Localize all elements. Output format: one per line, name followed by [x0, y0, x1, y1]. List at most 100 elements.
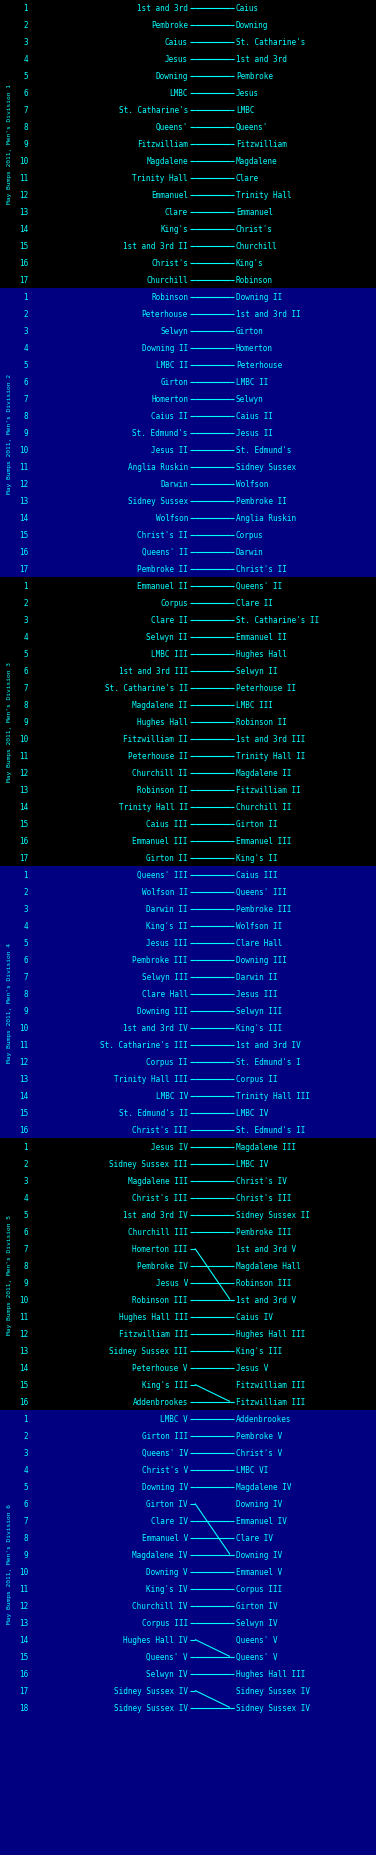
Text: 1: 1 [23, 870, 28, 879]
Text: 15: 15 [19, 241, 28, 250]
Text: 10: 10 [19, 1295, 28, 1304]
Text: 6: 6 [23, 1228, 28, 1235]
Text: 4: 4 [23, 343, 28, 352]
Text: Jesus IV: Jesus IV [151, 1143, 188, 1152]
Text: Downing IV: Downing IV [236, 1551, 282, 1560]
Text: 16: 16 [19, 837, 28, 846]
Text: Girton IV: Girton IV [236, 1601, 277, 1610]
Bar [0, 1716, 376, 1855]
Text: Corpus: Corpus [160, 599, 188, 608]
Text: 7: 7 [23, 1245, 28, 1254]
Text: Downing: Downing [236, 20, 268, 30]
Text: 14: 14 [19, 803, 28, 811]
Text: LMBC IV: LMBC IV [156, 1091, 188, 1100]
Text: 1: 1 [23, 1143, 28, 1152]
Text: King's II: King's II [146, 922, 188, 931]
Text: Sidney Sussex: Sidney Sussex [236, 462, 296, 471]
Text: Emmanuel: Emmanuel [236, 208, 273, 217]
Text: 3: 3 [23, 1176, 28, 1185]
Text: 3: 3 [23, 326, 28, 336]
Text: Caius II: Caius II [151, 412, 188, 421]
Text: Pembroke II: Pembroke II [137, 564, 188, 573]
Text: Selwyn: Selwyn [160, 326, 188, 336]
Text: Queens': Queens' [236, 122, 268, 132]
Text: Caius: Caius [236, 4, 259, 13]
Text: Magdalene IV: Magdalene IV [236, 1482, 291, 1491]
Text: 7: 7 [23, 395, 28, 404]
Text: Emmanuel III: Emmanuel III [132, 837, 188, 846]
Text: Girton II: Girton II [146, 853, 188, 863]
Text: Wolfson II: Wolfson II [236, 922, 282, 931]
Text: 12: 12 [19, 1057, 28, 1067]
Text: 1st and 3rd: 1st and 3rd [137, 4, 188, 13]
Text: Darwin: Darwin [236, 547, 264, 556]
Text: 14: 14 [19, 1363, 28, 1373]
Text: 3: 3 [23, 616, 28, 625]
Text: Christ's V: Christ's V [236, 1449, 282, 1458]
Text: May Bumps 2011, Men's Division 1: May Bumps 2011, Men's Division 1 [8, 85, 12, 204]
Text: Hughes Hall III: Hughes Hall III [236, 1670, 305, 1679]
Text: Queens' V: Queens' V [146, 1653, 188, 1660]
Text: 10: 10 [19, 445, 28, 454]
Text: 12: 12 [19, 1330, 28, 1337]
Bar [0, 0, 376, 289]
Text: Churchill III: Churchill III [128, 1228, 188, 1235]
Text: 11: 11 [19, 1311, 28, 1321]
Text: Downing III: Downing III [137, 1007, 188, 1015]
Text: Anglia Ruskin: Anglia Ruskin [236, 514, 296, 523]
Text: 7: 7 [23, 684, 28, 692]
Text: Selwyn: Selwyn [236, 395, 264, 404]
Text: Downing IV: Downing IV [236, 1499, 282, 1508]
Text: 4: 4 [23, 922, 28, 931]
Text: 17: 17 [19, 564, 28, 573]
Text: 2: 2 [23, 1159, 28, 1169]
Text: 6: 6 [23, 1499, 28, 1508]
Text: Fitzwilliam: Fitzwilliam [137, 139, 188, 148]
Text: Magdalene IV: Magdalene IV [132, 1551, 188, 1560]
Text: Magdalene Hall: Magdalene Hall [236, 1261, 301, 1271]
Text: 2: 2 [23, 310, 28, 319]
Text: Emmanuel V: Emmanuel V [236, 1567, 282, 1577]
Text: 9: 9 [23, 1551, 28, 1560]
Text: Jesus III: Jesus III [146, 939, 188, 948]
Text: 17: 17 [19, 1686, 28, 1695]
Text: Christ's III: Christ's III [132, 1193, 188, 1202]
Text: Wolfson II: Wolfson II [142, 887, 188, 896]
Text: 16: 16 [19, 1397, 28, 1406]
Text: Jesus V: Jesus V [156, 1278, 188, 1287]
Text: LMBC IV: LMBC IV [236, 1159, 268, 1169]
Text: 11: 11 [19, 751, 28, 761]
Text: Girton: Girton [160, 378, 188, 388]
Text: 17: 17 [19, 276, 28, 286]
Text: Homerton III: Homerton III [132, 1245, 188, 1254]
Text: Sidney Sussex III: Sidney Sussex III [109, 1347, 188, 1356]
Text: 8: 8 [23, 1261, 28, 1271]
Text: Sidney Sussex II: Sidney Sussex II [236, 1209, 310, 1219]
Text: Downing V: Downing V [146, 1567, 188, 1577]
Text: Trinity Hall III: Trinity Hall III [236, 1091, 310, 1100]
Text: 10: 10 [19, 158, 28, 165]
Text: LMBC III: LMBC III [151, 649, 188, 659]
Text: Sidney Sussex IV: Sidney Sussex IV [114, 1703, 188, 1712]
Text: 13: 13 [19, 1618, 28, 1627]
Text: 1st and 3rd IV: 1st and 3rd IV [123, 1209, 188, 1219]
Text: LMBC II: LMBC II [156, 362, 188, 369]
Text: Homerton: Homerton [236, 343, 273, 352]
Text: Caius IV: Caius IV [236, 1311, 273, 1321]
Text: Peterhouse II: Peterhouse II [236, 684, 296, 692]
Text: Sidney Sussex IV: Sidney Sussex IV [236, 1703, 310, 1712]
Text: 6: 6 [23, 955, 28, 965]
Text: Christ's III: Christ's III [236, 1193, 291, 1202]
Text: LMBC IV: LMBC IV [236, 1109, 268, 1117]
Text: Emmanuel III: Emmanuel III [236, 837, 291, 846]
Text: Magdalene III: Magdalene III [128, 1176, 188, 1185]
Text: Emmanuel II: Emmanuel II [137, 582, 188, 590]
Text: 4: 4 [23, 633, 28, 642]
Text: St. Catharine's: St. Catharine's [236, 37, 305, 46]
Text: Christ's IV: Christ's IV [236, 1176, 287, 1185]
Text: 8: 8 [23, 989, 28, 998]
Text: Queens' V: Queens' V [236, 1653, 277, 1660]
Text: Sidney Sussex III: Sidney Sussex III [109, 1159, 188, 1169]
Text: Pembroke III: Pembroke III [132, 955, 188, 965]
Text: Addenbrookes: Addenbrookes [132, 1397, 188, 1406]
